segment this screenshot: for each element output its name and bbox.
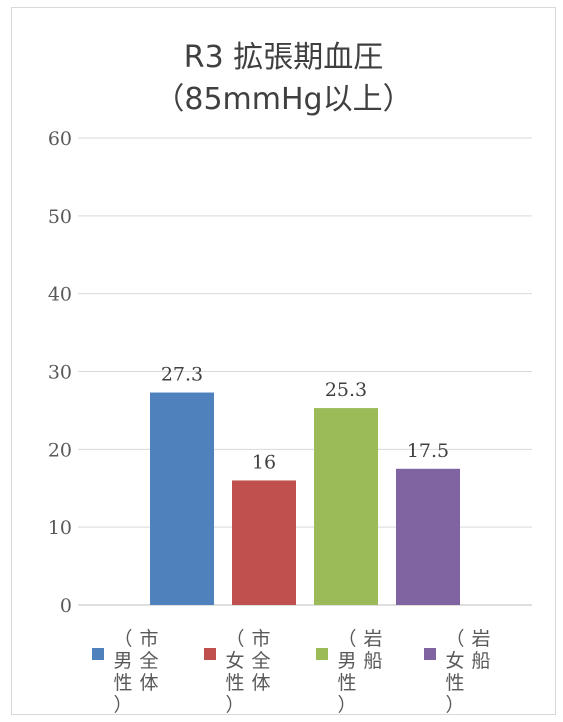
legend-label-2-line2-char-1: 男 (337, 650, 356, 672)
legend-label-1-line2-char-2: 性 (225, 672, 244, 694)
bar-1 (232, 480, 296, 605)
bar-3 (396, 468, 460, 605)
legend-marker-3 (424, 648, 436, 660)
chart-title-line1: R3 拡張期血圧 (183, 40, 384, 75)
legend-label-1-line2-char-3: ） (225, 694, 244, 716)
legend-label-0-line2-char-2: 性 (113, 672, 132, 694)
legend-marker-2 (316, 648, 328, 660)
legend-label-3-line2-char-0: （ (445, 628, 464, 650)
legend-marker-0 (92, 648, 104, 660)
legend-label-0-line2-char-1: 男 (113, 650, 132, 672)
y-tick-label-60: 60 (48, 128, 72, 150)
y-tick-label-10: 10 (48, 517, 72, 539)
y-tick-label-30: 30 (48, 362, 72, 384)
y-tick-label-50: 50 (48, 206, 72, 228)
legend-label-1-line2-char-1: 女 (225, 650, 244, 672)
legend-label-3-line2-char-2: 性 (445, 672, 464, 694)
legend-label-1-line1-char-2: 体 (251, 672, 270, 694)
legend-label-0-line2-char-0: （ (113, 628, 132, 650)
data-label-0: 27.3 (161, 364, 203, 386)
y-tick-label-40: 40 (48, 284, 72, 306)
legend-label-3-line1-char-0: 岩 (471, 628, 490, 650)
bar-2 (314, 408, 378, 605)
legend-label-2-line2-char-0: （ (337, 628, 356, 650)
legend-label-2-line2-char-3: ） (337, 694, 356, 716)
legend-label-3-line2-char-3: ） (445, 694, 464, 716)
bar-0 (150, 392, 214, 605)
legend-marker-1 (204, 648, 216, 660)
legend-label-1-line2-char-0: （ (225, 628, 244, 650)
data-label-2: 25.3 (325, 379, 367, 401)
legend-label-2-line1-char-1: 船 (363, 650, 382, 672)
data-label-3: 17.5 (407, 440, 449, 462)
legend-label-2-line2-char-2: 性 (337, 672, 356, 694)
legend-label-0-line1-char-0: 市 (139, 628, 158, 650)
legend-label-1-line1-char-0: 市 (251, 628, 270, 650)
chart-title-line2: （85mmHg以上） (154, 82, 413, 117)
data-label-1: 16 (252, 451, 276, 473)
legend-label-3-line1-char-1: 船 (471, 650, 490, 672)
y-tick-label-20: 20 (48, 439, 72, 461)
legend-label-0-line2-char-3: ） (113, 694, 132, 716)
legend-label-0-line1-char-1: 全 (139, 650, 158, 672)
legend-label-2-line1-char-0: 岩 (363, 628, 382, 650)
legend-label-3-line2-char-1: 女 (445, 650, 464, 672)
legend-label-1-line1-char-1: 全 (251, 650, 270, 672)
legend-label-0-line1-char-2: 体 (139, 672, 158, 694)
y-tick-label-0: 0 (60, 595, 72, 617)
